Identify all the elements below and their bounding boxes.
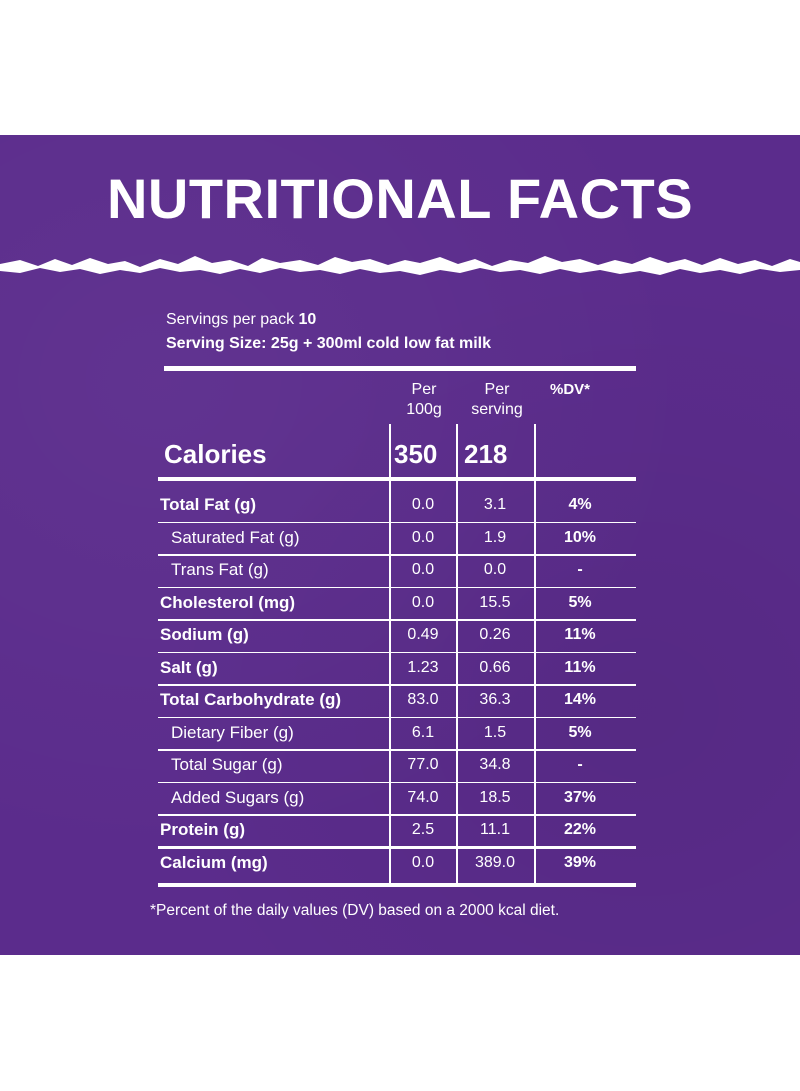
nutrient-dv: - [577, 561, 583, 578]
nutrient-dv: 5% [568, 593, 592, 611]
nutrient-per-serving: 15.5 [479, 593, 511, 611]
row-divider [158, 619, 636, 621]
header-per-serving-line1: Per [484, 381, 510, 398]
nutrient-per-serving: 34.8 [479, 756, 511, 773]
calories-per-serving: 218 [464, 439, 508, 469]
nutrient-dv: 22% [563, 821, 597, 838]
nutrient-per-100g: 77.0 [407, 756, 439, 773]
nutrient-per-100g: 0.0 [411, 496, 435, 513]
nutrient-per-100g: 0.0 [411, 528, 435, 546]
page-title: NUTRITIONAL FACTS [106, 167, 694, 230]
calories-per-100g: 350 [394, 439, 438, 469]
nutrient-per-serving: 0.26 [479, 626, 511, 643]
row-divider [158, 684, 636, 686]
row-divider [158, 651, 636, 653]
bottom-rule [158, 883, 636, 887]
nutrient-dv: 10% [563, 528, 597, 546]
nutrient-label: Total Fat (g) [160, 495, 256, 514]
serving-size: Serving Size: 25g + 300ml cold low fat m… [166, 335, 491, 352]
nutrient-label: Total Sugar (g) [171, 755, 283, 774]
nutrient-per-serving: 1.9 [483, 528, 507, 546]
header-per-100g-line2: 100g [406, 401, 442, 418]
nutrient-dv: 11% [564, 658, 596, 676]
column-divider-3 [534, 424, 536, 887]
nutrient-label: Cholesterol (mg) [160, 592, 296, 612]
nutrient-per-100g: 1.23 [407, 658, 439, 676]
header-per-serving: Per serving [459, 380, 535, 420]
nutrient-per-serving: 18.5 [479, 788, 511, 806]
nutrient-label: Sodium (g) [160, 625, 249, 644]
nutrient-dv: 39% [563, 853, 597, 871]
header-dv: %DV* [549, 381, 590, 398]
nutrient-dv: 37% [563, 788, 597, 806]
nutrient-per-100g: 0.0 [411, 561, 435, 578]
row-divider [158, 814, 636, 816]
torn-paper-strip [0, 256, 800, 275]
nutrient-per-100g: 0.0 [411, 853, 435, 871]
row-divider [158, 586, 636, 588]
header-per-100g-line1: Per [411, 381, 437, 398]
nutrient-per-100g: 0.49 [407, 626, 439, 643]
servings-per-pack: Servings per pack 10 [166, 311, 316, 329]
row-divider [158, 554, 636, 556]
nutrient-per-100g: 2.5 [411, 821, 435, 838]
nutrient-label: Calcium (mg) [160, 852, 268, 872]
nutrient-per-serving: 3.1 [483, 496, 507, 513]
calories-label: Calories [164, 439, 267, 469]
column-divider-1 [389, 424, 391, 887]
calories-rule [158, 477, 636, 481]
nutrient-label: Dietary Fiber (g) [171, 722, 294, 742]
servings-count: 10 [298, 311, 317, 328]
nutrient-per-100g: 0.0 [411, 593, 435, 611]
nutrient-per-100g: 6.1 [411, 723, 435, 741]
nutrient-dv: - [577, 756, 583, 773]
nutrient-label: Saturated Fat (g) [171, 527, 300, 547]
header-per-100g: Per 100g [392, 380, 456, 420]
nutrient-dv: 11% [564, 626, 596, 643]
nutrient-label: Added Sugars (g) [171, 787, 305, 807]
nutrient-dv: 5% [568, 723, 592, 741]
nutrient-per-serving: 389.0 [474, 853, 516, 871]
row-divider [158, 845, 636, 849]
row-divider [158, 749, 636, 751]
nutrient-per-serving: 11.1 [480, 821, 510, 838]
nutrient-label: Protein (g) [160, 820, 245, 839]
header-per-serving-line2: serving [471, 401, 523, 418]
row-divider [158, 521, 636, 523]
top-rule [164, 366, 636, 371]
nutrient-per-serving: 36.3 [479, 691, 511, 708]
nutrient-dv: 4% [568, 496, 592, 513]
nutrient-label: Total Carbohydrate (g) [160, 690, 342, 709]
row-divider [158, 716, 636, 718]
nutrient-label: Salt (g) [160, 657, 218, 677]
nutrient-dv: 14% [563, 691, 597, 708]
nutrient-per-serving: 0.0 [483, 561, 507, 578]
column-divider-2 [456, 424, 458, 887]
nutrient-per-100g: 83.0 [407, 691, 439, 708]
nutrient-label: Trans Fat (g) [171, 560, 269, 579]
nutrient-per-serving: 1.5 [483, 723, 507, 741]
footnote: *Percent of the daily values (DV) based … [150, 902, 560, 919]
row-divider [158, 781, 636, 783]
nutrient-per-serving: 0.66 [479, 658, 511, 676]
nutrient-per-100g: 74.0 [407, 788, 439, 806]
servings-label: Servings per pack [166, 311, 295, 328]
